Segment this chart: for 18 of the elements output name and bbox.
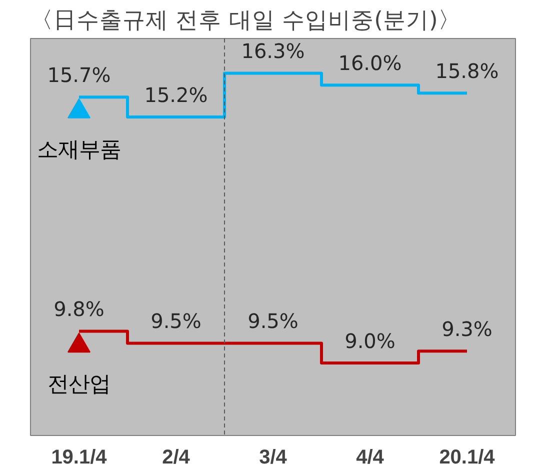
data-label: 15.8% <box>435 58 499 83</box>
data-label: 15.2% <box>144 82 208 107</box>
chart-title: 〈日수출규제 전후 대일 수입비중(분기)〉 <box>30 8 461 34</box>
data-label: 16.3% <box>241 39 305 64</box>
data-label: 15.7% <box>47 62 111 87</box>
data-label: 9.5% <box>150 309 202 334</box>
data-label: 9.0% <box>344 328 396 353</box>
x-tick-label: 20.1/4 <box>439 446 496 468</box>
data-label: 9.3% <box>442 317 492 342</box>
data-label: 9.8% <box>54 297 104 322</box>
data-label: 9.5% <box>248 309 298 334</box>
x-tick-label: 3/4 <box>259 446 288 468</box>
x-tick-label: 2/4 <box>162 446 191 468</box>
data-label: 16.0% <box>338 51 402 76</box>
x-tick-label: 4/4 <box>356 446 385 468</box>
x-tick-label: 19.1/4 <box>51 446 108 468</box>
legend-label: 전산업 <box>48 372 110 397</box>
legend-label: 소재부품 <box>37 138 121 163</box>
